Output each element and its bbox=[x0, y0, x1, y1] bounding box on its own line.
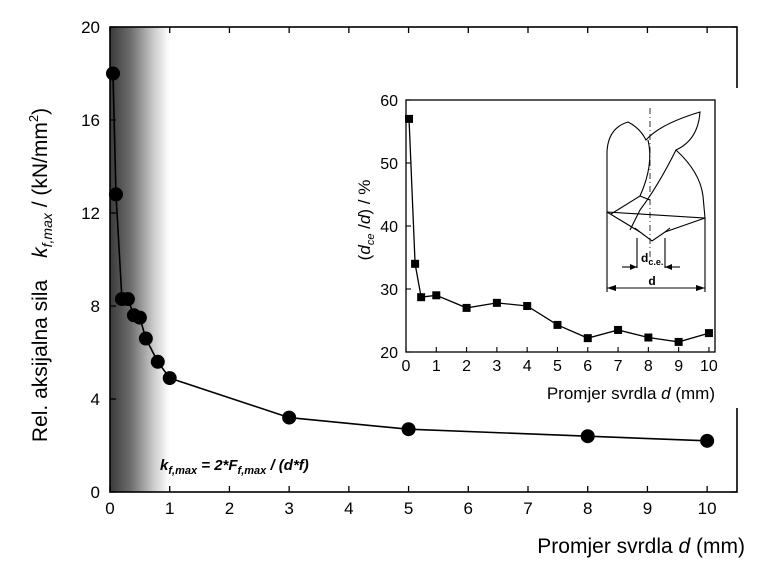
inset-data-point bbox=[704, 329, 713, 338]
main-x-axis-label: Promjer svrdla d (mm) bbox=[537, 535, 745, 558]
main-data-point bbox=[105, 66, 120, 81]
main-x-tick-label: 1 bbox=[165, 499, 174, 518]
inset-data-point bbox=[492, 298, 501, 307]
inset-x-tick-label: 3 bbox=[492, 358, 501, 375]
inset-data-point bbox=[553, 320, 562, 329]
inset-data-point bbox=[417, 293, 426, 302]
inset-y-tick-label: 50 bbox=[380, 156, 398, 173]
drill-label-d: d bbox=[648, 274, 655, 288]
main-y-tick-label: 4 bbox=[91, 390, 100, 409]
main-data-point bbox=[120, 292, 135, 307]
main-data-point bbox=[580, 429, 595, 444]
main-x-tick-label: 3 bbox=[284, 499, 293, 518]
main-data-point bbox=[150, 354, 165, 369]
inset-x-tick-label: 4 bbox=[523, 358, 532, 375]
inset-data-point bbox=[523, 302, 532, 311]
inset-data-point bbox=[644, 333, 653, 342]
main-x-tick-label: 8 bbox=[583, 499, 592, 518]
drill-diagram bbox=[606, 108, 706, 292]
inset-data-point bbox=[583, 334, 592, 343]
main-x-tick-label: 2 bbox=[225, 499, 234, 518]
inset-x-tick-label: 7 bbox=[614, 358, 623, 375]
inset-y-tick-label: 30 bbox=[380, 282, 398, 299]
main-x-tick-label: 5 bbox=[404, 499, 413, 518]
inset-data-point bbox=[411, 259, 420, 268]
main-x-tick-label: 9 bbox=[643, 499, 652, 518]
inset-x-tick-label: 8 bbox=[644, 358, 653, 375]
inset-x-tick-label: 0 bbox=[402, 358, 411, 375]
inset-data-point bbox=[462, 303, 471, 312]
main-data-point bbox=[162, 371, 177, 386]
main-y-tick-label: 12 bbox=[81, 204, 100, 223]
inset-data-point bbox=[674, 337, 683, 346]
main-data-point bbox=[700, 433, 715, 448]
main-data-point bbox=[132, 310, 147, 325]
inset-y-tick-label: 60 bbox=[380, 93, 398, 110]
main-x-tick-label: 10 bbox=[698, 499, 717, 518]
main-y-tick-label: 0 bbox=[91, 483, 100, 502]
main-y-tick-label: 8 bbox=[91, 297, 100, 316]
formula-annotation: kf,max = 2*Ff,max / (d*f) bbox=[160, 457, 309, 477]
inset-x-tick-label: 2 bbox=[462, 358, 471, 375]
main-x-tick-label: 0 bbox=[105, 499, 114, 518]
main-x-tick-label: 4 bbox=[344, 499, 353, 518]
main-y-tick-label: 20 bbox=[81, 18, 100, 37]
main-data-point bbox=[282, 410, 297, 425]
main-y-tick-label: 16 bbox=[81, 111, 100, 130]
drill-label-dce: dc.e. bbox=[641, 251, 663, 267]
main-data-point bbox=[401, 422, 416, 437]
inset-x-tick-label: 9 bbox=[674, 358, 683, 375]
inset-x-tick-label: 5 bbox=[553, 358, 562, 375]
inset-data-point bbox=[614, 325, 623, 334]
inset-x-tick-label: 10 bbox=[700, 358, 718, 375]
inset-x-axis-label: Promjer svrdla d (mm) bbox=[547, 384, 715, 403]
main-data-point bbox=[108, 187, 123, 202]
inset-x-tick-label: 1 bbox=[432, 358, 441, 375]
inset-y-tick-label: 20 bbox=[380, 345, 398, 362]
main-data-point bbox=[138, 331, 153, 346]
inset-x-tick-label: 6 bbox=[583, 358, 592, 375]
inset-data-point bbox=[432, 291, 441, 300]
inset-y-tick-label: 40 bbox=[380, 219, 398, 236]
inset-y-axis-label: (dce /d) / % bbox=[355, 180, 377, 261]
main-x-tick-label: 6 bbox=[464, 499, 473, 518]
main-x-tick-label: 7 bbox=[523, 499, 532, 518]
main-y-axis-label: Rel. aksijalna silakf,max / (kN/mm2) bbox=[26, 108, 55, 442]
inset-data-point bbox=[405, 114, 414, 123]
